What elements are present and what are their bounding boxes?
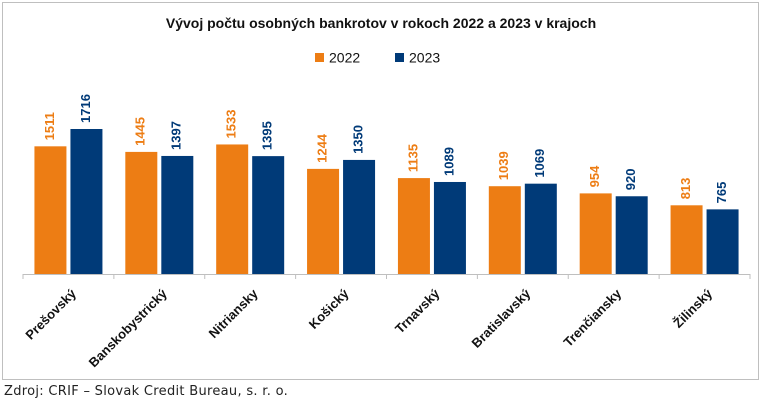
chart-frame: Vývoj počtu osobných bankrotov v rokoch … xyxy=(2,2,759,380)
bar-2022-Trnavský xyxy=(397,178,430,274)
data-label-2022-Košický: 1244 xyxy=(315,133,330,163)
category-label: Trnavský xyxy=(392,285,443,336)
bar-2023-Bratislavský xyxy=(524,183,557,274)
data-label-2023-Prešovský: 1716 xyxy=(78,94,93,123)
bar-2023-Trnavský xyxy=(433,181,466,274)
data-label-2022-Žilinský: 813 xyxy=(678,178,693,200)
data-label-2023-Košický: 1350 xyxy=(351,125,366,154)
category-label: Žilinský xyxy=(670,285,715,330)
data-label-2023-Nitriansky: 1395 xyxy=(260,121,275,150)
category-label: Trenčiansky xyxy=(560,285,624,349)
category-label: Bratislavský xyxy=(469,285,534,350)
data-label-2023-Trenčiansky: 920 xyxy=(623,169,638,191)
bar-2022-Nitriansky xyxy=(216,144,249,274)
legend: 2022 2023 xyxy=(315,50,440,66)
bar-2023-Banskobystrický xyxy=(161,155,194,274)
bar-2023-Košický xyxy=(343,159,376,274)
category-label: Banskobystrický xyxy=(86,285,171,370)
bar-2022-Banskobystrický xyxy=(125,151,158,274)
legend-label-2022: 2022 xyxy=(329,50,360,66)
source-note: Zdroj: CRIF – Slovak Credit Bureau, s. r… xyxy=(4,384,289,399)
legend-swatch-2022 xyxy=(315,53,324,62)
data-label-2022-Nitriansky: 1533 xyxy=(224,110,239,139)
plot-area: 1511 1716 Prešovský 1445 1397 Banskobystrický… xyxy=(22,94,751,370)
bar-2023-Prešovský xyxy=(70,129,103,274)
bar-2023-Nitriansky xyxy=(252,156,285,274)
data-label-2023-Bratislavský: 1069 xyxy=(532,149,547,178)
bar-2023-Žilinský xyxy=(706,209,739,274)
data-label-2022-Bratislavský: 1039 xyxy=(496,151,511,180)
bar-2022-Košický xyxy=(307,168,340,274)
data-label-2023-Trnavský: 1089 xyxy=(441,147,456,176)
bar-chart: Vývoj počtu osobných bankrotov v rokoch … xyxy=(22,15,751,370)
data-label-2023-Banskobystrický: 1397 xyxy=(169,121,184,150)
category-label: Nitriansky xyxy=(206,285,262,341)
bar-2022-Trenčiansky xyxy=(579,193,612,274)
legend-label-2023: 2023 xyxy=(409,50,440,66)
bar-2023-Trenčiansky xyxy=(615,196,648,274)
data-label-2022-Trenčiansky: 954 xyxy=(587,165,602,187)
category-label: Košický xyxy=(306,285,352,331)
bar-2022-Bratislavský xyxy=(488,186,521,274)
legend-swatch-2023 xyxy=(395,53,404,62)
data-label-2022-Banskobystrický: 1445 xyxy=(133,117,148,146)
bar-2022-Prešovský xyxy=(34,146,67,274)
category-label: Prešovský xyxy=(22,285,79,342)
data-label-2022-Trnavský: 1135 xyxy=(405,144,420,172)
data-label-2022-Prešovský: 1511 xyxy=(42,112,57,140)
chart-title: Vývoj počtu osobných bankrotov v rokoch … xyxy=(166,15,596,31)
bar-2022-Žilinský xyxy=(670,205,703,274)
data-label-2023-Žilinský: 765 xyxy=(714,182,729,204)
